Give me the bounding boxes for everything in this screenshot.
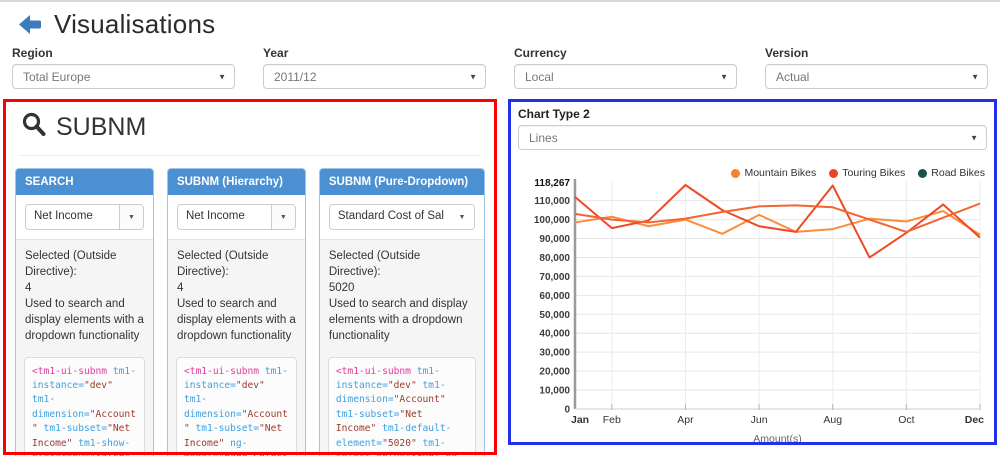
legend-dot-icon [918, 168, 928, 178]
caret-down-icon: ▼ [971, 72, 979, 81]
element-dropdown-value: Net Income [34, 210, 93, 222]
card-description: Selected (Outside Directive): 4 Used to … [25, 250, 144, 343]
caret-down-icon[interactable]: ▼ [270, 205, 295, 229]
back-arrow-icon[interactable] [18, 13, 44, 37]
legend-label: Road Bikes [931, 167, 985, 179]
filter-region-label: Region [12, 46, 53, 60]
caret-down-icon: ▼ [720, 72, 728, 81]
region-select[interactable]: Total Europe ▼ [12, 64, 235, 89]
filter-version-label: Version [765, 46, 809, 60]
caret-down-icon[interactable]: ▼ [450, 205, 474, 229]
card-dropdown-section: Standard Cost of Sal ▼ [319, 195, 484, 240]
line-chart: Mountain Bikes Touring Bikes Road Bikes 0 1… [508, 155, 997, 447]
legend-label: Touring Bikes [842, 167, 906, 179]
legend-label: Mountain Bikes [744, 167, 817, 179]
subnm-title: SUBNM [56, 112, 147, 141]
svg-text:100,000: 100,000 [534, 215, 571, 226]
element-dropdown[interactable]: Standard Cost of Sal ▼ [328, 204, 475, 230]
svg-text:10,000: 10,000 [539, 386, 570, 397]
svg-text:118,267: 118,267 [534, 178, 570, 189]
card-dropdown-section: Net Income ▼ [167, 195, 305, 240]
filter-region: Region Total Europe ▼ [12, 44, 235, 89]
region-select-value: Total Europe [23, 69, 91, 84]
currency-select-value: Local [525, 69, 554, 84]
legend-dot-icon [829, 168, 839, 178]
subnm-panel: SUBNM SEARCH Net Income ▼ Selected (Outside… [3, 99, 497, 456]
filter-currency: Currency Local ▼ [514, 44, 737, 89]
svg-text:0: 0 [564, 405, 570, 416]
card-description: Selected (Outside Directive): 5020 Used … [328, 250, 468, 343]
chart-panel: Chart Type 2 Lines ▼ Mountain Bikes Touri… [508, 99, 997, 445]
legend-item[interactable]: Touring Bikes [829, 167, 905, 179]
legend-item[interactable]: Mountain Bikes [731, 167, 816, 179]
year-select-value: 2011/12 [274, 69, 317, 84]
card-title: SEARCH [16, 169, 153, 195]
filter-currency-label: Currency [514, 46, 567, 60]
caret-down-icon: ▼ [970, 133, 978, 142]
subnm-cards: SEARCH Net Income ▼ Selected (Outside Direc… [3, 168, 497, 456]
year-select[interactable]: 2011/12 ▼ [263, 64, 486, 89]
subnm-header: SUBNM [3, 99, 497, 153]
chart-type-label: Chart Type 2 [518, 107, 590, 121]
svg-text:Amount(s): Amount(s) [753, 433, 801, 445]
card-title: SUBNM (Hierarchy) [167, 169, 305, 195]
svg-text:50,000: 50,000 [539, 310, 570, 321]
svg-text:30,000: 30,000 [539, 348, 570, 359]
svg-text:Jan: Jan [571, 414, 589, 426]
caret-down-icon: ▼ [469, 72, 477, 81]
page-title: Visualisations [54, 9, 216, 39]
svg-text:90,000: 90,000 [539, 234, 570, 245]
subnm-card: SUBNM (Hierarchy) Net Income ▼ Selected (Ou… [166, 168, 306, 456]
svg-text:20,000: 20,000 [539, 367, 570, 378]
filter-row: Region Total Europe ▼ Year 2011/12 ▼ Cur… [0, 42, 1000, 89]
caret-down-icon: ▼ [218, 72, 226, 81]
chart-type-select-value: Lines [529, 130, 558, 145]
currency-select[interactable]: Local ▼ [514, 64, 737, 89]
divider [19, 155, 481, 156]
svg-text:Aug: Aug [823, 414, 842, 426]
element-dropdown[interactable]: Net Income ▼ [25, 204, 144, 230]
svg-text:60,000: 60,000 [539, 291, 570, 302]
code-snippet: <tm1-ui-subnm tm1-instance="dev" tm1-dim… [175, 356, 297, 456]
svg-text:Apr: Apr [677, 414, 694, 426]
chart-canvas: 0 10,000 20,000 30,000 40,000 50,000 60,000 70,… [534, 178, 984, 445]
version-select[interactable]: Actual ▼ [765, 64, 988, 89]
subnm-card: SUBNM (Pure-Dropdown) Standard Cost of Sa… [318, 168, 485, 456]
svg-text:Dec: Dec [965, 414, 984, 426]
subnm-card: SEARCH Net Income ▼ Selected (Outside Direc… [15, 168, 154, 456]
legend-dot-icon [731, 168, 741, 178]
filter-year-label: Year [263, 46, 289, 60]
chart-legend: Mountain Bikes Touring Bikes Road Bikes [731, 167, 985, 179]
element-dropdown[interactable]: Net Income ▼ [176, 204, 296, 230]
element-dropdown-value: Net Income [185, 210, 245, 222]
version-select-value: Actual [776, 69, 810, 84]
code-snippet: <tm1-ui-subnm tm1-instance="dev" tm1-dim… [24, 356, 145, 456]
svg-text:Oct: Oct [898, 414, 914, 426]
page-header: Visualisations [0, 2, 1000, 42]
search-icon [21, 111, 47, 143]
svg-text:80,000: 80,000 [539, 253, 570, 264]
card-dropdown-section: Net Income ▼ [16, 195, 153, 240]
card-title: SUBNM (Pure-Dropdown) [319, 169, 484, 195]
element-dropdown-value: Standard Cost of Sal [337, 210, 444, 222]
chart-type-select[interactable]: Lines ▼ [518, 125, 987, 150]
filter-version: Version Actual ▼ [765, 44, 988, 89]
svg-text:Jun: Jun [751, 414, 768, 426]
caret-down-icon[interactable]: ▼ [118, 205, 143, 229]
svg-text:110,000: 110,000 [534, 196, 570, 207]
svg-text:70,000: 70,000 [539, 272, 570, 283]
filter-year: Year 2011/12 ▼ [263, 44, 486, 89]
svg-text:40,000: 40,000 [539, 329, 570, 340]
legend-item[interactable]: Road Bikes [918, 167, 985, 179]
code-snippet: <tm1-ui-subnm tm1-instance="dev" tm1-dim… [327, 356, 476, 456]
card-description: Selected (Outside Directive): 4 Used to … [176, 250, 296, 343]
svg-text:Feb: Feb [603, 414, 621, 426]
